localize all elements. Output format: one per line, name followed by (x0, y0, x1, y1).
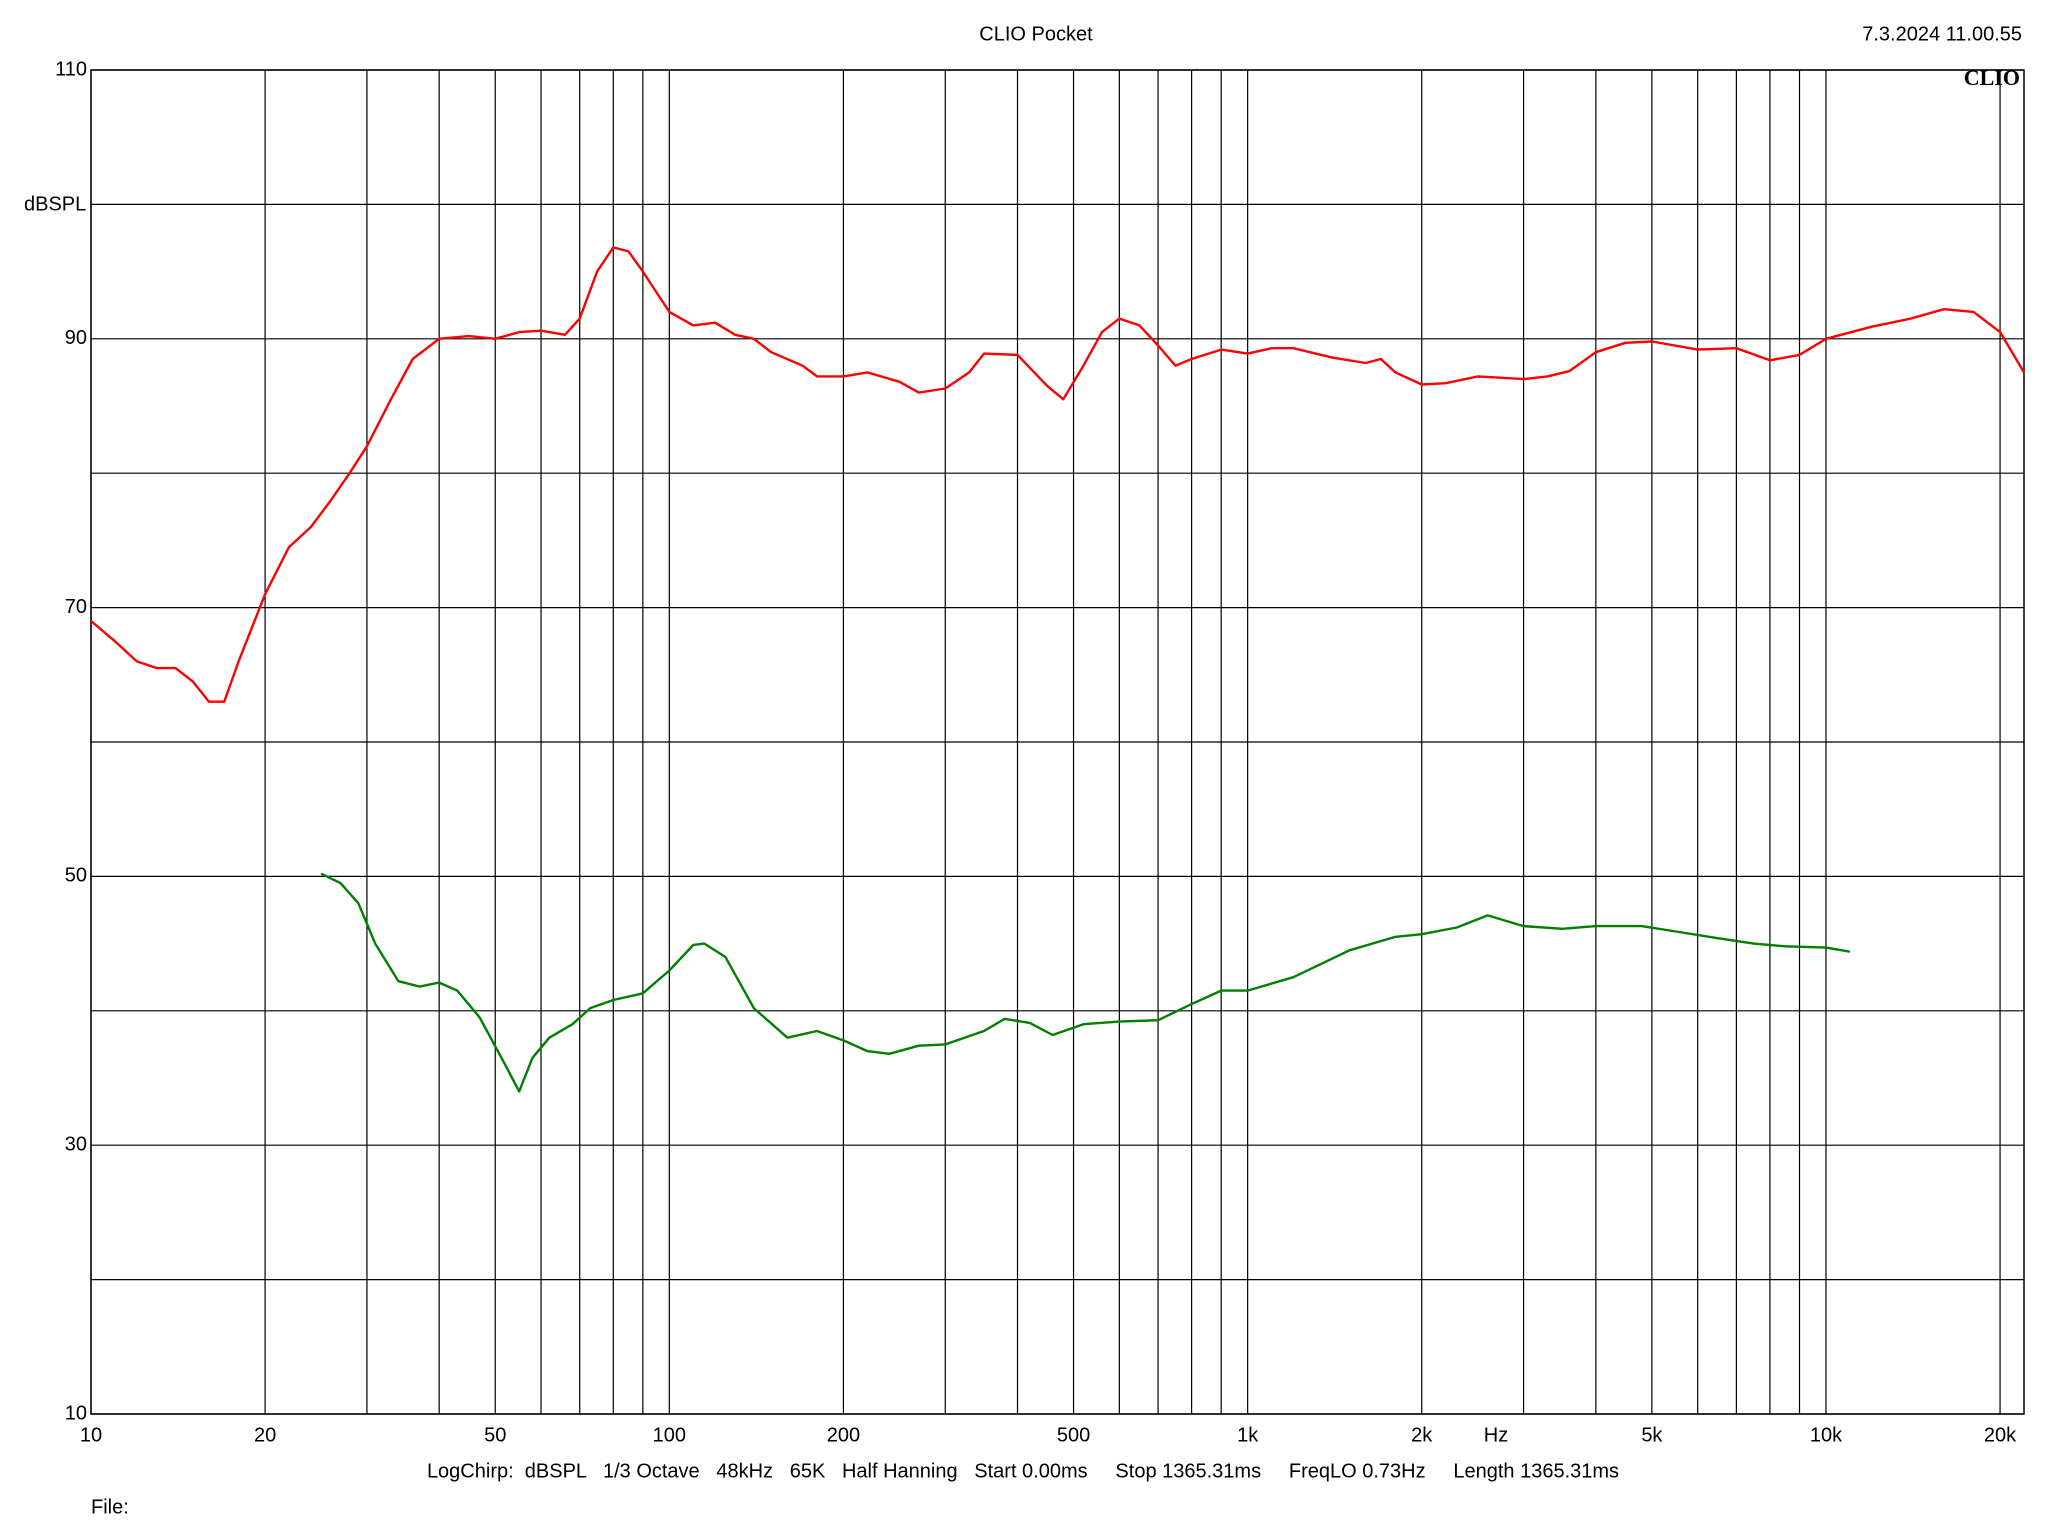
x-tick-label: 1k (1237, 1424, 1259, 1446)
x-tick-label: 5k (1641, 1424, 1663, 1446)
plot-frame (90, 69, 2025, 1415)
x-tick-label: 500 (1057, 1424, 1090, 1446)
x-tick-label: 200 (827, 1424, 860, 1446)
y-tick-label: 110 (55, 58, 87, 80)
y-tick-label: 30 (65, 1133, 87, 1155)
x-tick-label: 20k (1984, 1424, 2017, 1446)
footer: LogChirp: dBSPL 1/3 Octave 48kHz 65K Hal… (427, 1460, 1619, 1482)
x-tick-label: 50 (484, 1424, 506, 1446)
chart-title: CLIO Pocket (979, 23, 1093, 45)
y-axis-label: dBSPL (24, 193, 86, 215)
y-tick-label: 70 (65, 596, 87, 618)
logo: CLIO (1964, 65, 2020, 90)
x-tick-label: 10k (1810, 1424, 1843, 1446)
y-tick-label: 10 (65, 1402, 87, 1424)
file-label: File: (91, 1496, 129, 1518)
timestamp: 7.3.2024 11.00.55 (1862, 23, 2022, 45)
series-line (90, 246, 2026, 703)
y-tick-label: 50 (65, 865, 87, 887)
y-tick-label: 90 (65, 327, 87, 349)
x-tick-label: 20 (254, 1424, 276, 1446)
x-tick-label: 2k (1411, 1424, 1433, 1446)
series-line (320, 872, 1851, 1093)
x-tick-label: 10 (80, 1424, 102, 1446)
x-axis-label: Hz (1484, 1424, 1508, 1446)
x-tick-label: 100 (653, 1424, 686, 1446)
